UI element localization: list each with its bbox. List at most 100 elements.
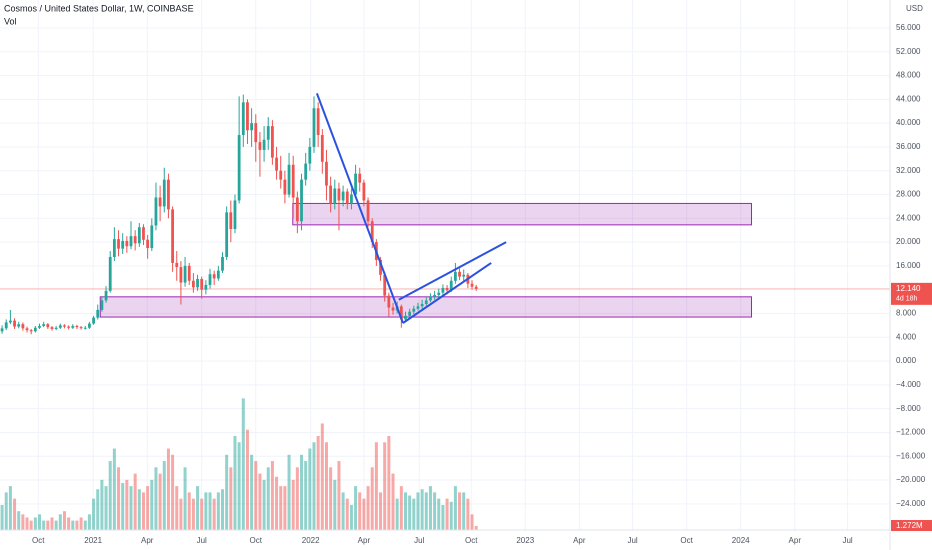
- candle-body: [287, 164, 291, 195]
- volume-bar: [117, 467, 121, 530]
- candle-body: [154, 197, 158, 226]
- x-tick-label: 2021: [84, 536, 102, 545]
- volume-bar: [175, 486, 179, 530]
- x-tick-label: Jul: [627, 536, 637, 545]
- candle-body: [117, 239, 120, 249]
- volume-bar: [449, 501, 453, 530]
- candle-body: [358, 173, 362, 183]
- x-tick-label: 2022: [302, 536, 320, 545]
- y-tick-label: 44.000: [896, 94, 921, 103]
- volume-bar: [225, 454, 229, 530]
- candle-body: [312, 108, 316, 147]
- y-tick-label: 20.000: [896, 237, 921, 246]
- volume-bar: [474, 526, 478, 530]
- last-price-box: [891, 282, 932, 305]
- grid: [0, 0, 890, 530]
- candle-body: [42, 324, 46, 326]
- volume-bar: [304, 461, 308, 530]
- candle-body: [104, 290, 108, 301]
- candle-body: [67, 326, 71, 328]
- volume-bar: [379, 492, 383, 530]
- volume-bar: [146, 486, 150, 530]
- candle-body: [325, 161, 328, 186]
- candle-body: [63, 325, 66, 327]
- candle-body: [96, 309, 100, 318]
- volume-bar: [54, 520, 58, 530]
- axes: 56.000 52.000 48.000 44.000 40.000 36.000 32.0…: [32, 23, 932, 545]
- volume-bar: [312, 442, 316, 530]
- candle-body: [108, 256, 112, 291]
- candle-body: [262, 139, 266, 150]
- volume-bar: [283, 486, 287, 530]
- volume-bar: [308, 448, 312, 530]
- candle-body: [424, 300, 428, 304]
- volume-bar: [241, 398, 245, 530]
- y-tick-label: 52.000: [896, 47, 921, 56]
- x-tick-label: Jul: [414, 536, 424, 545]
- volume-bar: [154, 467, 158, 530]
- volume-bar: [92, 498, 96, 530]
- candle-body: [133, 236, 137, 244]
- volume-bar: [391, 473, 395, 530]
- candle-body: [462, 274, 466, 277]
- volume-bar: [4, 492, 8, 530]
- volume-bar: [100, 479, 104, 530]
- volume-bar: [433, 492, 437, 530]
- volume-bar: [212, 498, 216, 530]
- candle-body: [167, 179, 170, 210]
- candle-body: [354, 173, 357, 195]
- volume-bar: [204, 492, 208, 530]
- countdown: 4d 18h: [896, 296, 918, 303]
- volume-bar: [345, 498, 349, 530]
- volume-bar: [374, 442, 378, 530]
- volume-bar: [403, 492, 407, 530]
- volume-bar: [395, 498, 399, 530]
- volume-bar: [420, 489, 424, 530]
- volume-bar: [287, 454, 291, 530]
- candle-body: [38, 325, 41, 328]
- volume-bar: [453, 486, 457, 530]
- volume-bar: [349, 504, 353, 530]
- y-tick-label: 48.000: [896, 71, 921, 80]
- volume-bar: [46, 520, 50, 530]
- candle-body: [191, 280, 195, 288]
- candle-body: [387, 295, 391, 308]
- candle-body: [233, 200, 237, 230]
- last-volume-label: 1.272M: [896, 521, 923, 530]
- volume-bar: [121, 483, 125, 530]
- x-tick-label: Apr: [358, 536, 371, 545]
- candle-body: [275, 157, 278, 171]
- candle-body: [379, 259, 382, 275]
- volume-bar: [383, 442, 387, 530]
- candle-body: [437, 292, 441, 296]
- candle-body: [433, 295, 437, 297]
- candle-body: [75, 325, 79, 328]
- candle-body: [320, 135, 324, 162]
- volume-bar: [38, 514, 42, 530]
- candle-body: [88, 323, 91, 328]
- volume-bar: [158, 473, 162, 530]
- candle-body: [445, 287, 449, 291]
- x-tick-label: Apr: [573, 536, 586, 545]
- candle-body: [258, 142, 262, 150]
- volume-bar: [387, 436, 391, 530]
- volume-bar: [295, 467, 299, 530]
- y-tick-label: −8.000: [896, 404, 921, 413]
- candle-body: [341, 191, 345, 201]
- volume-bar: [408, 495, 412, 530]
- volume-bar: [324, 442, 328, 530]
- volume-bar: [245, 429, 249, 530]
- candle-body: [146, 239, 150, 249]
- volume-bar: [166, 448, 170, 530]
- volume-bar: [250, 454, 254, 530]
- y-tick-label: 4.000: [896, 332, 917, 341]
- volume-bar: [79, 517, 83, 530]
- y-tick-label: 32.000: [896, 166, 921, 175]
- candle-body: [300, 179, 303, 222]
- chart-title: Cosmos / United States Dollar, 1W, COINB…: [4, 3, 194, 13]
- candle-body: [150, 225, 154, 249]
- candle-body: [453, 271, 457, 281]
